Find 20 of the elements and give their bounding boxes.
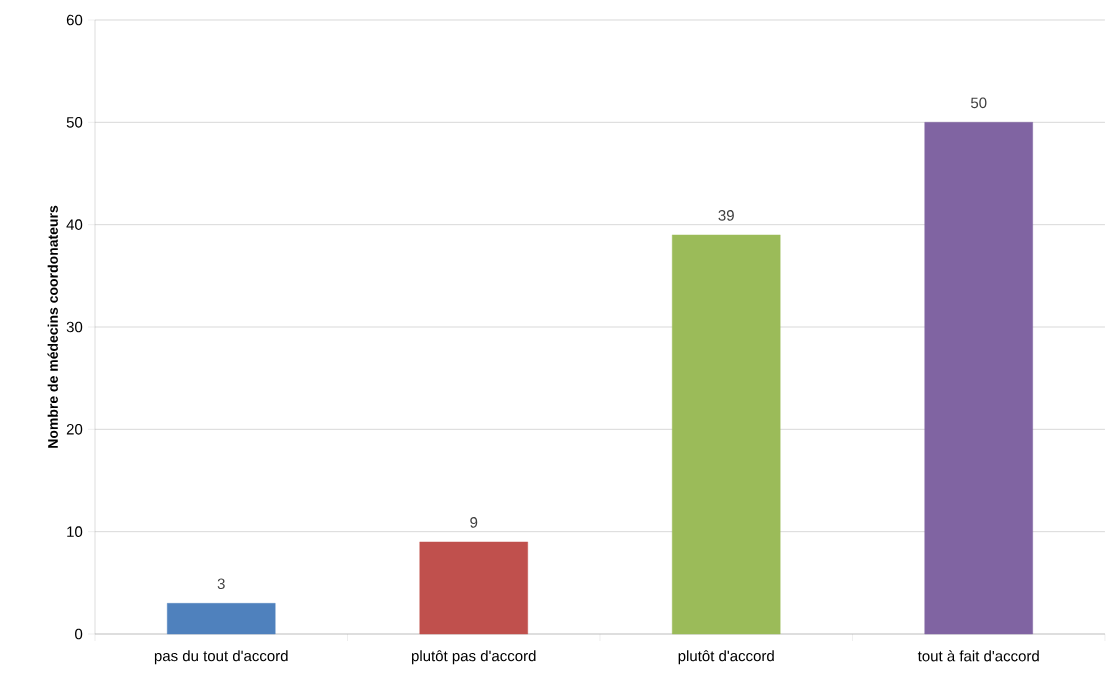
y-axis-title: Nombre de médecins coordonateurs [47,205,58,448]
y-tick-label: 40 [66,219,83,230]
x-tick-label: plutôt pas d'accord [411,650,536,665]
y-tick-label: 0 [75,628,83,640]
y-tick-label: 60 [66,14,83,26]
data-label: 50 [970,97,987,109]
data-label: 3 [217,578,225,590]
bar [924,122,1033,635]
data-label: 9 [470,517,478,528]
bar [672,234,781,635]
x-tick-label: pas du tout d'accord [154,650,288,665]
y-tick-label: 50 [66,117,83,128]
bar [167,603,276,635]
data-label: 39 [718,210,734,221]
x-tick-label: plutôt d'accord [678,650,774,665]
y-tick-label: 20 [66,424,83,435]
y-tick-label: 10 [67,526,83,537]
bar [419,541,528,635]
y-tick-label: 30 [66,321,83,333]
x-tick-label: tout à fait d'accord [917,650,1039,662]
